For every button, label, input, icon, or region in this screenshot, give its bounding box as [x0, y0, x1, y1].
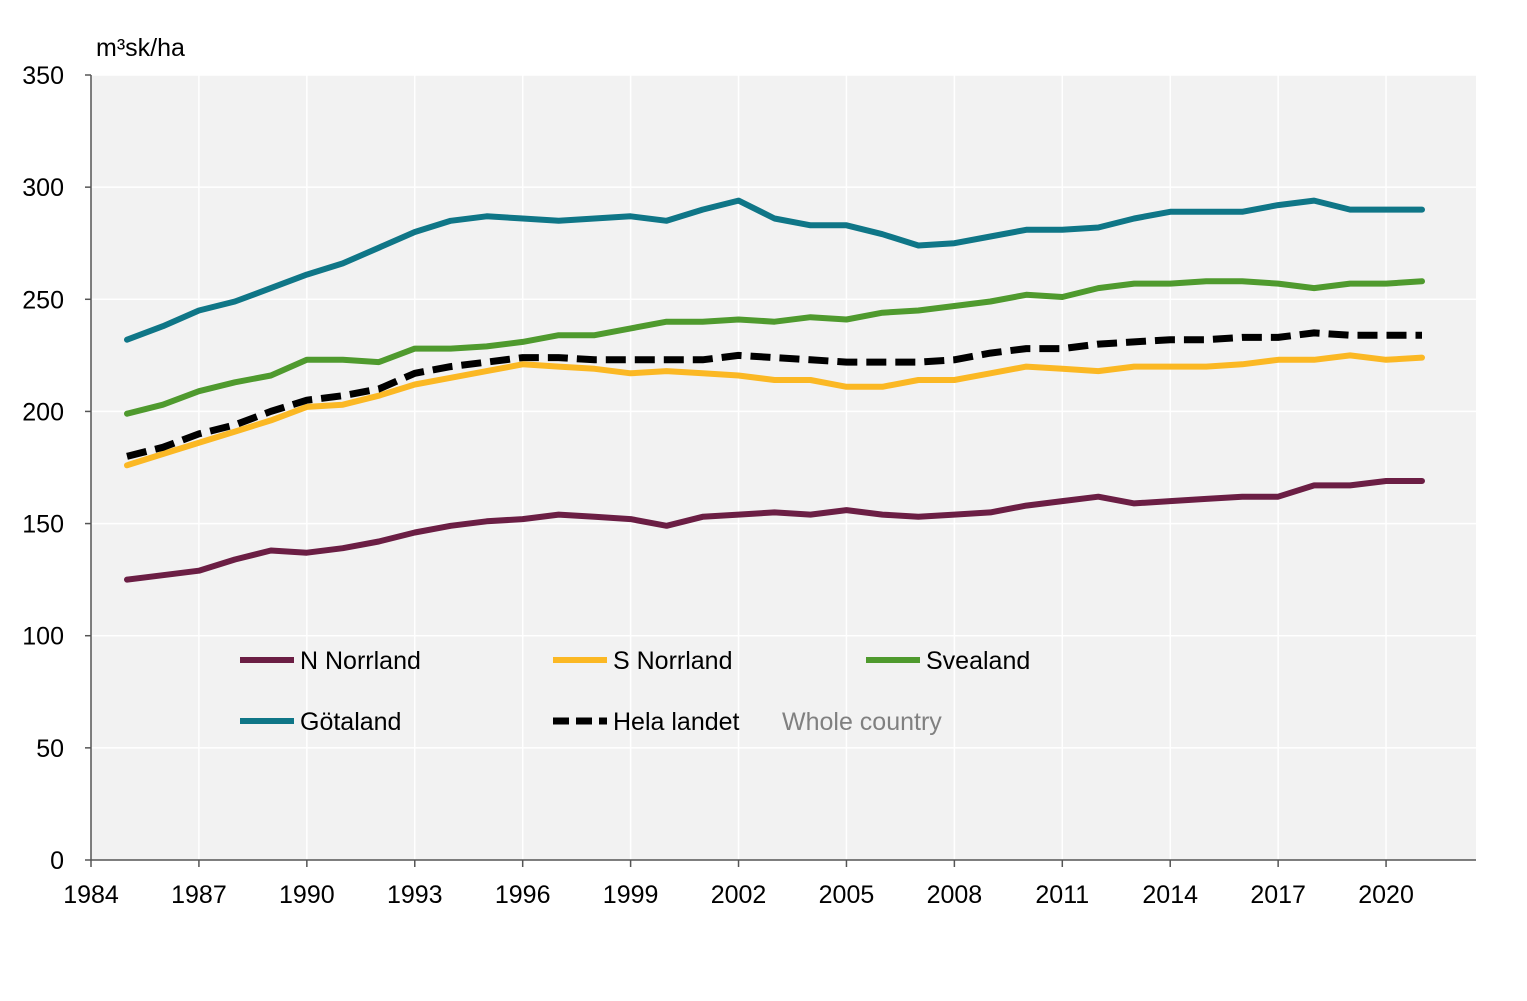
series-line-s-norrland	[124, 352, 1425, 469]
x-tick-label: 1999	[603, 881, 659, 909]
y-tick-label: 200	[22, 398, 64, 426]
legend-label: N Norrland	[300, 647, 421, 675]
x-tick-label: 1996	[495, 881, 551, 909]
legend-label: Götaland	[300, 708, 401, 736]
series-lines	[124, 197, 1425, 583]
gridlines	[91, 74, 1476, 860]
x-tick-label: 2008	[927, 881, 983, 909]
x-tick-label: 1987	[171, 881, 227, 909]
series-line-g-taland	[124, 197, 1425, 343]
y-tick-label: 250	[22, 286, 64, 314]
legend: N Norrland S Norrland Svealand Götaland Hela…	[240, 647, 1030, 736]
x-tick-label: 1990	[279, 881, 335, 909]
y-tick-label: 0	[50, 847, 64, 875]
x-tick-label: 1993	[387, 881, 443, 909]
x-tick-label: 2014	[1142, 881, 1198, 909]
y-tick-label: 100	[22, 623, 64, 651]
series-line-svealand	[124, 278, 1425, 417]
plot-area	[91, 75, 1476, 860]
series-line-n-norrland	[124, 478, 1425, 583]
x-tick-label: 2017	[1250, 881, 1306, 909]
x-tick-label: 2020	[1358, 881, 1414, 909]
axes: 0 50 100 150 200 250 300 350 1984 1987 1990 1993 199…	[22, 62, 1476, 909]
legend-note: Whole country	[782, 708, 942, 736]
y-tick-label: 150	[22, 511, 64, 539]
legend-label: S Norrland	[613, 647, 733, 675]
x-tick-label: 2002	[711, 881, 767, 909]
legend-label: Svealand	[926, 647, 1030, 675]
legend-label: Hela landet	[613, 708, 740, 736]
y-tick-label: 50	[36, 735, 64, 763]
y-axis-label: m³sk/ha	[96, 34, 185, 62]
x-tick-label: 1984	[63, 881, 119, 909]
y-tick-label: 300	[22, 174, 64, 202]
x-tick-label: 2005	[819, 881, 875, 909]
x-tick-label: 2011	[1035, 881, 1089, 909]
y-tick-label: 350	[22, 62, 64, 90]
